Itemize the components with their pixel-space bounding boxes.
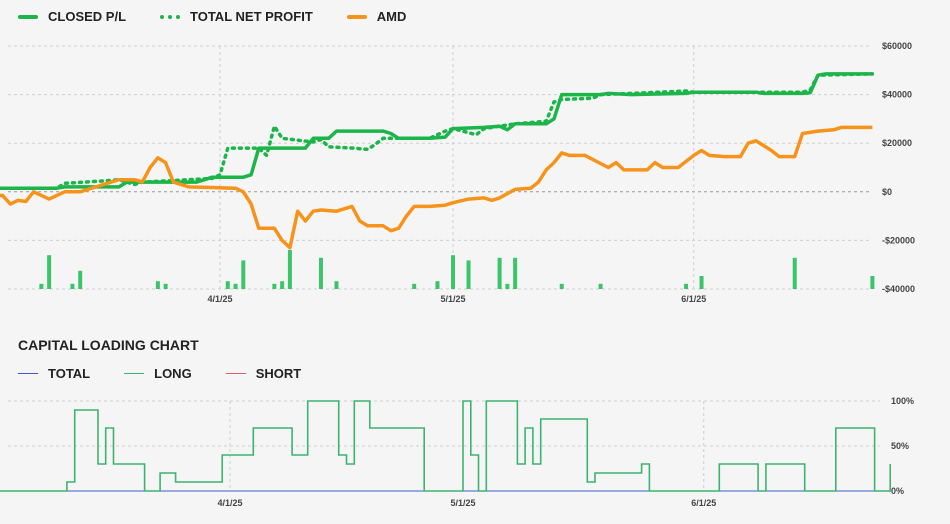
legend-label: AMD: [376, 9, 407, 24]
y-tick-label: $40000: [882, 90, 912, 100]
legend-item-amd[interactable]: AMD: [346, 9, 407, 24]
volume-bar: [280, 281, 285, 289]
y-tick-label: $0: [882, 187, 892, 197]
volume-bar: [412, 283, 417, 289]
volume-bar: [699, 276, 704, 289]
volume-bar: [241, 260, 246, 289]
x-tick-label: 5/1/25: [450, 498, 475, 508]
y-tick-label: $60000: [882, 41, 912, 51]
volume-bar: [598, 283, 603, 289]
solid-line-green-icon: [18, 14, 38, 19]
x-tick-label: 6/1/25: [681, 294, 706, 304]
y-tick-label: 50%: [891, 441, 909, 451]
series-line-amd: [0, 125, 873, 250]
legend-label: SHORT: [255, 366, 302, 381]
volume-bar: [497, 257, 502, 289]
legend-item-short[interactable]: SHORT: [225, 366, 302, 381]
y-tick-label: 0%: [891, 486, 904, 496]
capital-step-line-long: [0, 400, 891, 492]
legend-item-total[interactable]: TOTAL: [18, 366, 90, 381]
top-chart-legend: CLOSED P/L TOTAL NET PROFIT AMD: [18, 9, 440, 24]
volume-bar: [466, 260, 471, 289]
x-tick-label: 6/1/25: [691, 498, 716, 508]
capital-chart-legend: TOTAL LONG SHORT: [18, 366, 335, 381]
volume-bar: [225, 281, 230, 289]
volume-bar: [39, 283, 44, 289]
volume-bar: [233, 283, 238, 289]
legend-label: CLOSED P/L: [48, 9, 127, 24]
volume-bar: [318, 257, 323, 289]
volume-bar: [163, 283, 168, 289]
series-line-closed-p-l: [0, 72, 873, 190]
volume-bar: [870, 276, 875, 289]
volume-bar: [155, 281, 160, 289]
volume-bar: [287, 250, 292, 289]
volume-bar: [792, 257, 797, 289]
volume-bar: [451, 255, 455, 289]
volume-bar: [47, 255, 52, 289]
line-green-icon: [124, 373, 145, 374]
volume-bar: [513, 257, 518, 289]
legend-label: LONG: [154, 366, 192, 381]
volume-bar: [559, 283, 564, 289]
y-tick-label: -$20000: [882, 235, 915, 245]
volume-bar: [70, 283, 75, 289]
legend-item-long[interactable]: LONG: [124, 366, 192, 381]
legend-item-total-net-profit[interactable]: TOTAL NET PROFIT: [160, 9, 313, 24]
volume-bar: [272, 283, 277, 289]
y-tick-label: 100%: [891, 396, 914, 406]
volume-bar: [435, 281, 440, 289]
legend-label: TOTAL NET PROFIT: [190, 9, 313, 24]
line-red-icon: [225, 373, 246, 374]
y-tick-label: $20000: [882, 138, 912, 148]
line-blue-icon: [18, 373, 38, 374]
x-tick-label: 4/1/25: [207, 294, 232, 304]
x-tick-label: 4/1/25: [217, 498, 242, 508]
volume-bar: [505, 283, 510, 289]
volume-bar: [78, 270, 83, 289]
volume-bar: [334, 281, 339, 289]
x-tick-label: 5/1/25: [440, 294, 465, 304]
legend-label: TOTAL: [48, 366, 91, 381]
y-tick-label: -$40000: [882, 284, 915, 294]
volume-bar: [684, 283, 688, 289]
dotted-line-green-icon: [160, 14, 181, 19]
solid-line-orange-icon: [346, 14, 367, 19]
legend-item-closed-pl[interactable]: CLOSED P/L: [18, 9, 126, 24]
capital-chart-title: CAPITAL LOADING CHART: [18, 337, 199, 353]
